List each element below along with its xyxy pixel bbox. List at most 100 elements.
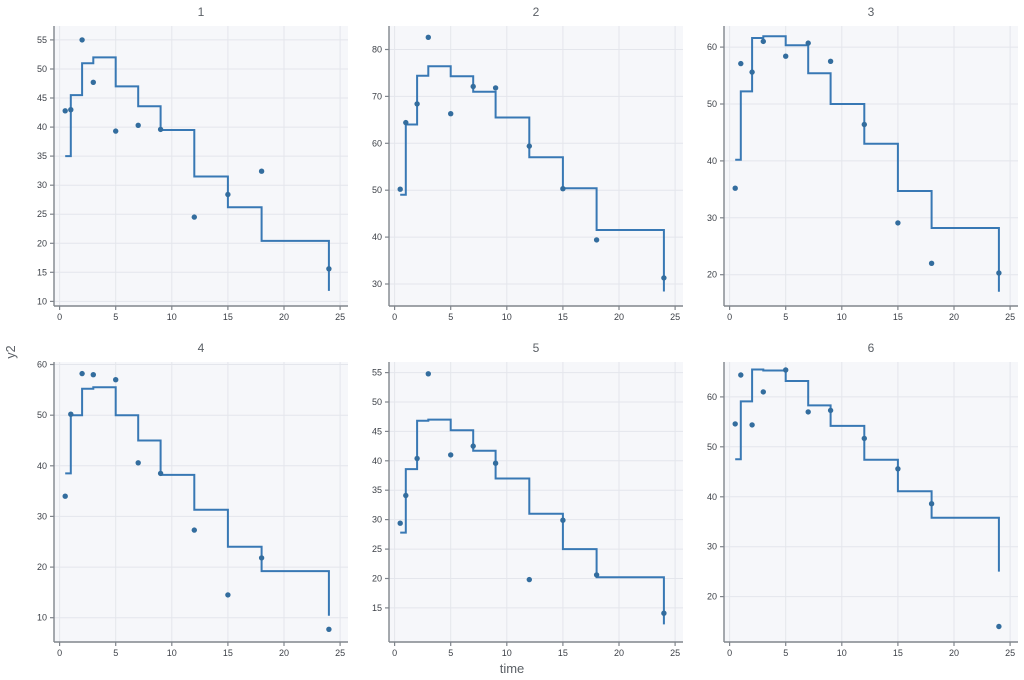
y-tick-label: 10 [37, 296, 47, 306]
data-point [397, 520, 403, 526]
y-tick-label: 80 [372, 45, 382, 55]
step-line [735, 368, 1000, 572]
data-point [225, 191, 231, 198]
data-point [258, 168, 265, 174]
data-point [90, 372, 97, 378]
y-tick-label: 10 [37, 613, 47, 623]
x-tick-label: 15 [558, 648, 568, 658]
data-point [560, 517, 566, 523]
x-tick-label: 5 [113, 312, 118, 322]
data-point [414, 455, 420, 462]
facet-grid: 1 10 15 20 25 30 35 40 45 50 55 0 5 10 15 20 25 2 30 40 5… [19, 0, 1024, 662]
data-point [827, 58, 834, 64]
y-tick-label: 25 [37, 209, 47, 219]
y-tick-label: 60 [37, 360, 47, 370]
y-tick-label: 40 [372, 232, 382, 242]
data-point [157, 470, 164, 477]
y-tick-label: 35 [37, 151, 47, 161]
x-tick-label: 5 [783, 648, 788, 658]
data-point [895, 466, 901, 472]
data-point [861, 121, 867, 128]
data-point [732, 185, 738, 191]
panel-background [389, 26, 683, 306]
data-point [326, 266, 332, 272]
x-tick-label: 20 [949, 648, 959, 658]
data-point [191, 214, 197, 220]
x-tick-label: 25 [335, 312, 345, 322]
data-point [326, 626, 332, 632]
facet-panel-5: 5 15 20 25 30 35 40 45 50 55 0 5 10 15 20 25 [354, 326, 689, 662]
panel-background [724, 362, 1018, 642]
x-tick-label: 20 [949, 312, 959, 322]
data-point [113, 128, 119, 134]
data-point [90, 79, 97, 85]
y-tick-label: 50 [707, 442, 717, 452]
data-point [738, 372, 744, 378]
y-tick-label: 40 [37, 122, 47, 132]
panel-title-6: 6 [867, 341, 875, 355]
x-tick-label: 15 [558, 312, 568, 322]
y-tick-label: 20 [707, 270, 717, 280]
facet-panel-2: 2 30 40 50 60 70 80 0 5 10 15 20 25 [354, 0, 689, 326]
data-point [414, 101, 420, 107]
data-point [738, 60, 744, 67]
data-point [783, 367, 789, 373]
x-tick-label: 0 [727, 648, 732, 658]
data-point [425, 34, 431, 40]
y-tick-label: 20 [37, 562, 47, 572]
y-tick-label: 25 [372, 544, 382, 554]
y-tick-label: 40 [707, 156, 717, 166]
data-point [732, 421, 738, 427]
data-point [783, 53, 789, 59]
x-tick-label: 5 [448, 648, 453, 658]
x-tick-label: 0 [392, 648, 397, 658]
data-point [996, 623, 1002, 630]
panel-title-5: 5 [532, 341, 540, 355]
data-point [113, 377, 119, 383]
data-point [760, 38, 766, 45]
y-tick-label: 50 [372, 185, 382, 195]
y-tick-label: 55 [372, 368, 382, 378]
data-point [470, 83, 476, 90]
y-tick-label: 20 [707, 592, 717, 602]
x-tick-label: 10 [837, 312, 847, 322]
data-point [448, 111, 454, 117]
y-tick-label: 40 [37, 461, 47, 471]
data-point [749, 69, 755, 75]
x-tick-label: 0 [57, 312, 62, 322]
x-tick-label: 25 [670, 312, 680, 322]
facet-panel-6: 6 20 30 40 50 60 0 5 10 15 20 25 [689, 326, 1024, 662]
data-point [403, 492, 409, 499]
x-tick-label: 0 [392, 312, 397, 322]
x-tick-label: 0 [57, 648, 62, 658]
data-point [996, 270, 1002, 276]
y-tick-label: 30 [37, 180, 47, 190]
data-point [225, 592, 231, 598]
y-tick-label: 15 [37, 267, 47, 277]
x-tick-label: 5 [448, 312, 453, 322]
x-axis-label: time [499, 661, 525, 676]
data-point [827, 407, 834, 414]
panel-background [54, 26, 348, 306]
y-tick-label: 40 [372, 456, 382, 466]
y-tick-label: 70 [372, 91, 382, 101]
data-point [135, 122, 141, 128]
data-point [157, 126, 164, 133]
y-tick-label: 35 [372, 485, 382, 495]
panel-plot-2: 30 40 50 60 70 80 0 5 10 15 20 25 [372, 26, 683, 322]
step-line [65, 386, 330, 616]
data-point [492, 460, 499, 466]
data-point [526, 143, 532, 149]
y-tick-label: 55 [37, 35, 47, 45]
y-tick-label: 40 [707, 492, 717, 502]
data-point [861, 435, 867, 442]
x-tick-label: 20 [279, 648, 289, 658]
x-tick-label: 25 [1005, 648, 1015, 658]
y-tick-label: 20 [372, 574, 382, 584]
facet-panel-3: 3 20 30 40 50 60 0 5 10 15 20 25 [689, 0, 1024, 326]
data-point [805, 409, 811, 415]
step-line [65, 56, 330, 291]
x-tick-label: 20 [614, 648, 624, 658]
x-tick-label: 10 [502, 648, 512, 658]
